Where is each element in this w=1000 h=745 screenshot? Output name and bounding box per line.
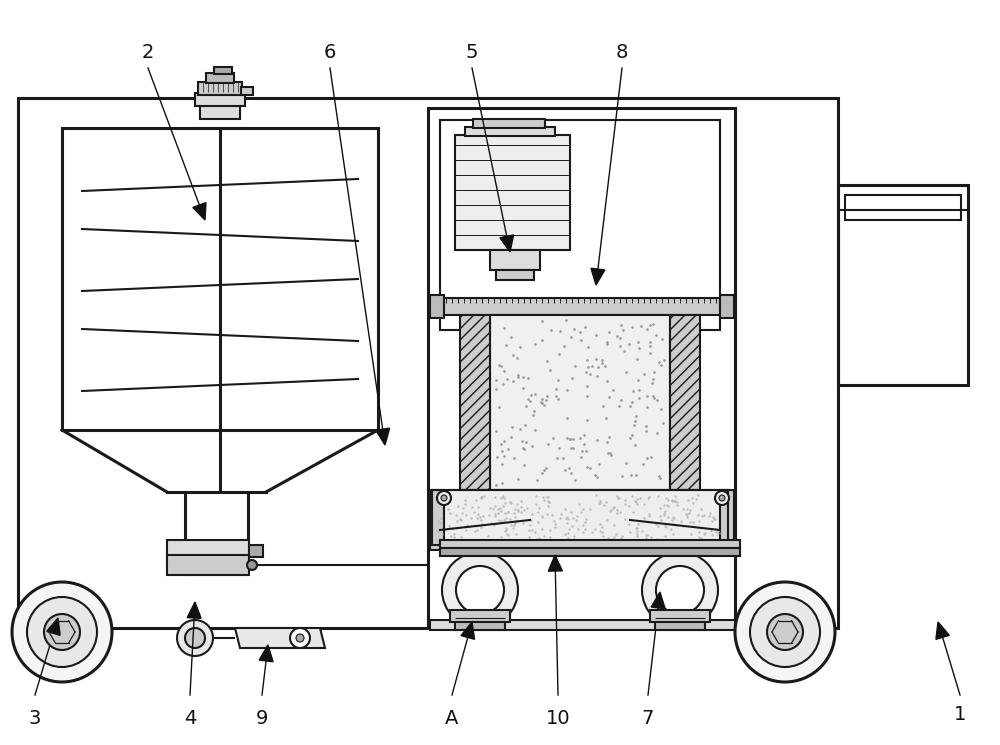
Bar [490,250,540,270]
Bar [62,128,378,430]
Circle shape [715,491,729,505]
Bar [440,120,720,330]
Circle shape [296,634,304,642]
Circle shape [185,628,205,648]
Polygon shape [500,235,514,252]
Polygon shape [461,622,475,639]
Polygon shape [259,645,273,662]
Polygon shape [376,428,390,445]
Bar [460,315,490,490]
Circle shape [290,628,310,648]
Text: 9: 9 [256,708,268,728]
Circle shape [767,614,803,650]
Polygon shape [591,268,605,285]
Circle shape [247,560,257,570]
Bar [496,270,534,280]
Bar [465,127,555,136]
Circle shape [177,620,213,656]
Text: A: A [445,708,459,728]
Polygon shape [548,555,562,571]
Polygon shape [187,602,201,618]
Bar [428,108,735,628]
Bar [167,540,249,562]
Circle shape [441,495,447,501]
Polygon shape [193,203,206,220]
Circle shape [642,552,718,628]
Bar [206,73,234,83]
Bar [18,98,838,628]
Bar [440,548,740,556]
Text: 4: 4 [184,708,196,728]
Bar [198,82,242,95]
Circle shape [437,491,451,505]
Circle shape [750,597,820,667]
Circle shape [456,566,504,614]
Bar [845,195,961,220]
Bar [249,545,263,557]
Bar [214,67,232,74]
Polygon shape [235,628,325,648]
Text: 3: 3 [29,708,41,728]
Text: 1: 1 [954,706,966,724]
Circle shape [719,495,725,501]
Bar [430,490,444,550]
Bar [440,298,720,315]
Polygon shape [651,592,665,609]
Bar [167,555,249,575]
Bar [432,490,728,545]
Text: 6: 6 [324,42,336,62]
Polygon shape [47,618,60,635]
Bar [200,105,240,119]
Bar [655,622,705,630]
Text: 10: 10 [546,708,570,728]
Text: 7: 7 [642,708,654,728]
Polygon shape [936,622,949,639]
Circle shape [44,614,80,650]
Circle shape [27,597,97,667]
Bar [450,610,510,622]
Bar [432,490,728,545]
Text: 5: 5 [466,42,478,62]
Bar [440,540,740,548]
Bar [455,622,505,630]
Bar [670,315,700,490]
Bar [490,315,670,490]
Bar [455,135,570,250]
Bar [720,490,734,550]
Circle shape [442,552,518,628]
Bar [430,295,444,318]
Bar [241,87,253,95]
Bar [720,295,734,318]
Bar [473,119,545,128]
Bar [650,610,710,622]
Circle shape [735,582,835,682]
Circle shape [656,566,704,614]
Text: 2: 2 [142,42,154,62]
Circle shape [12,582,112,682]
Bar [195,93,245,106]
Bar [838,185,968,385]
Bar [430,620,735,630]
Text: 8: 8 [616,42,628,62]
